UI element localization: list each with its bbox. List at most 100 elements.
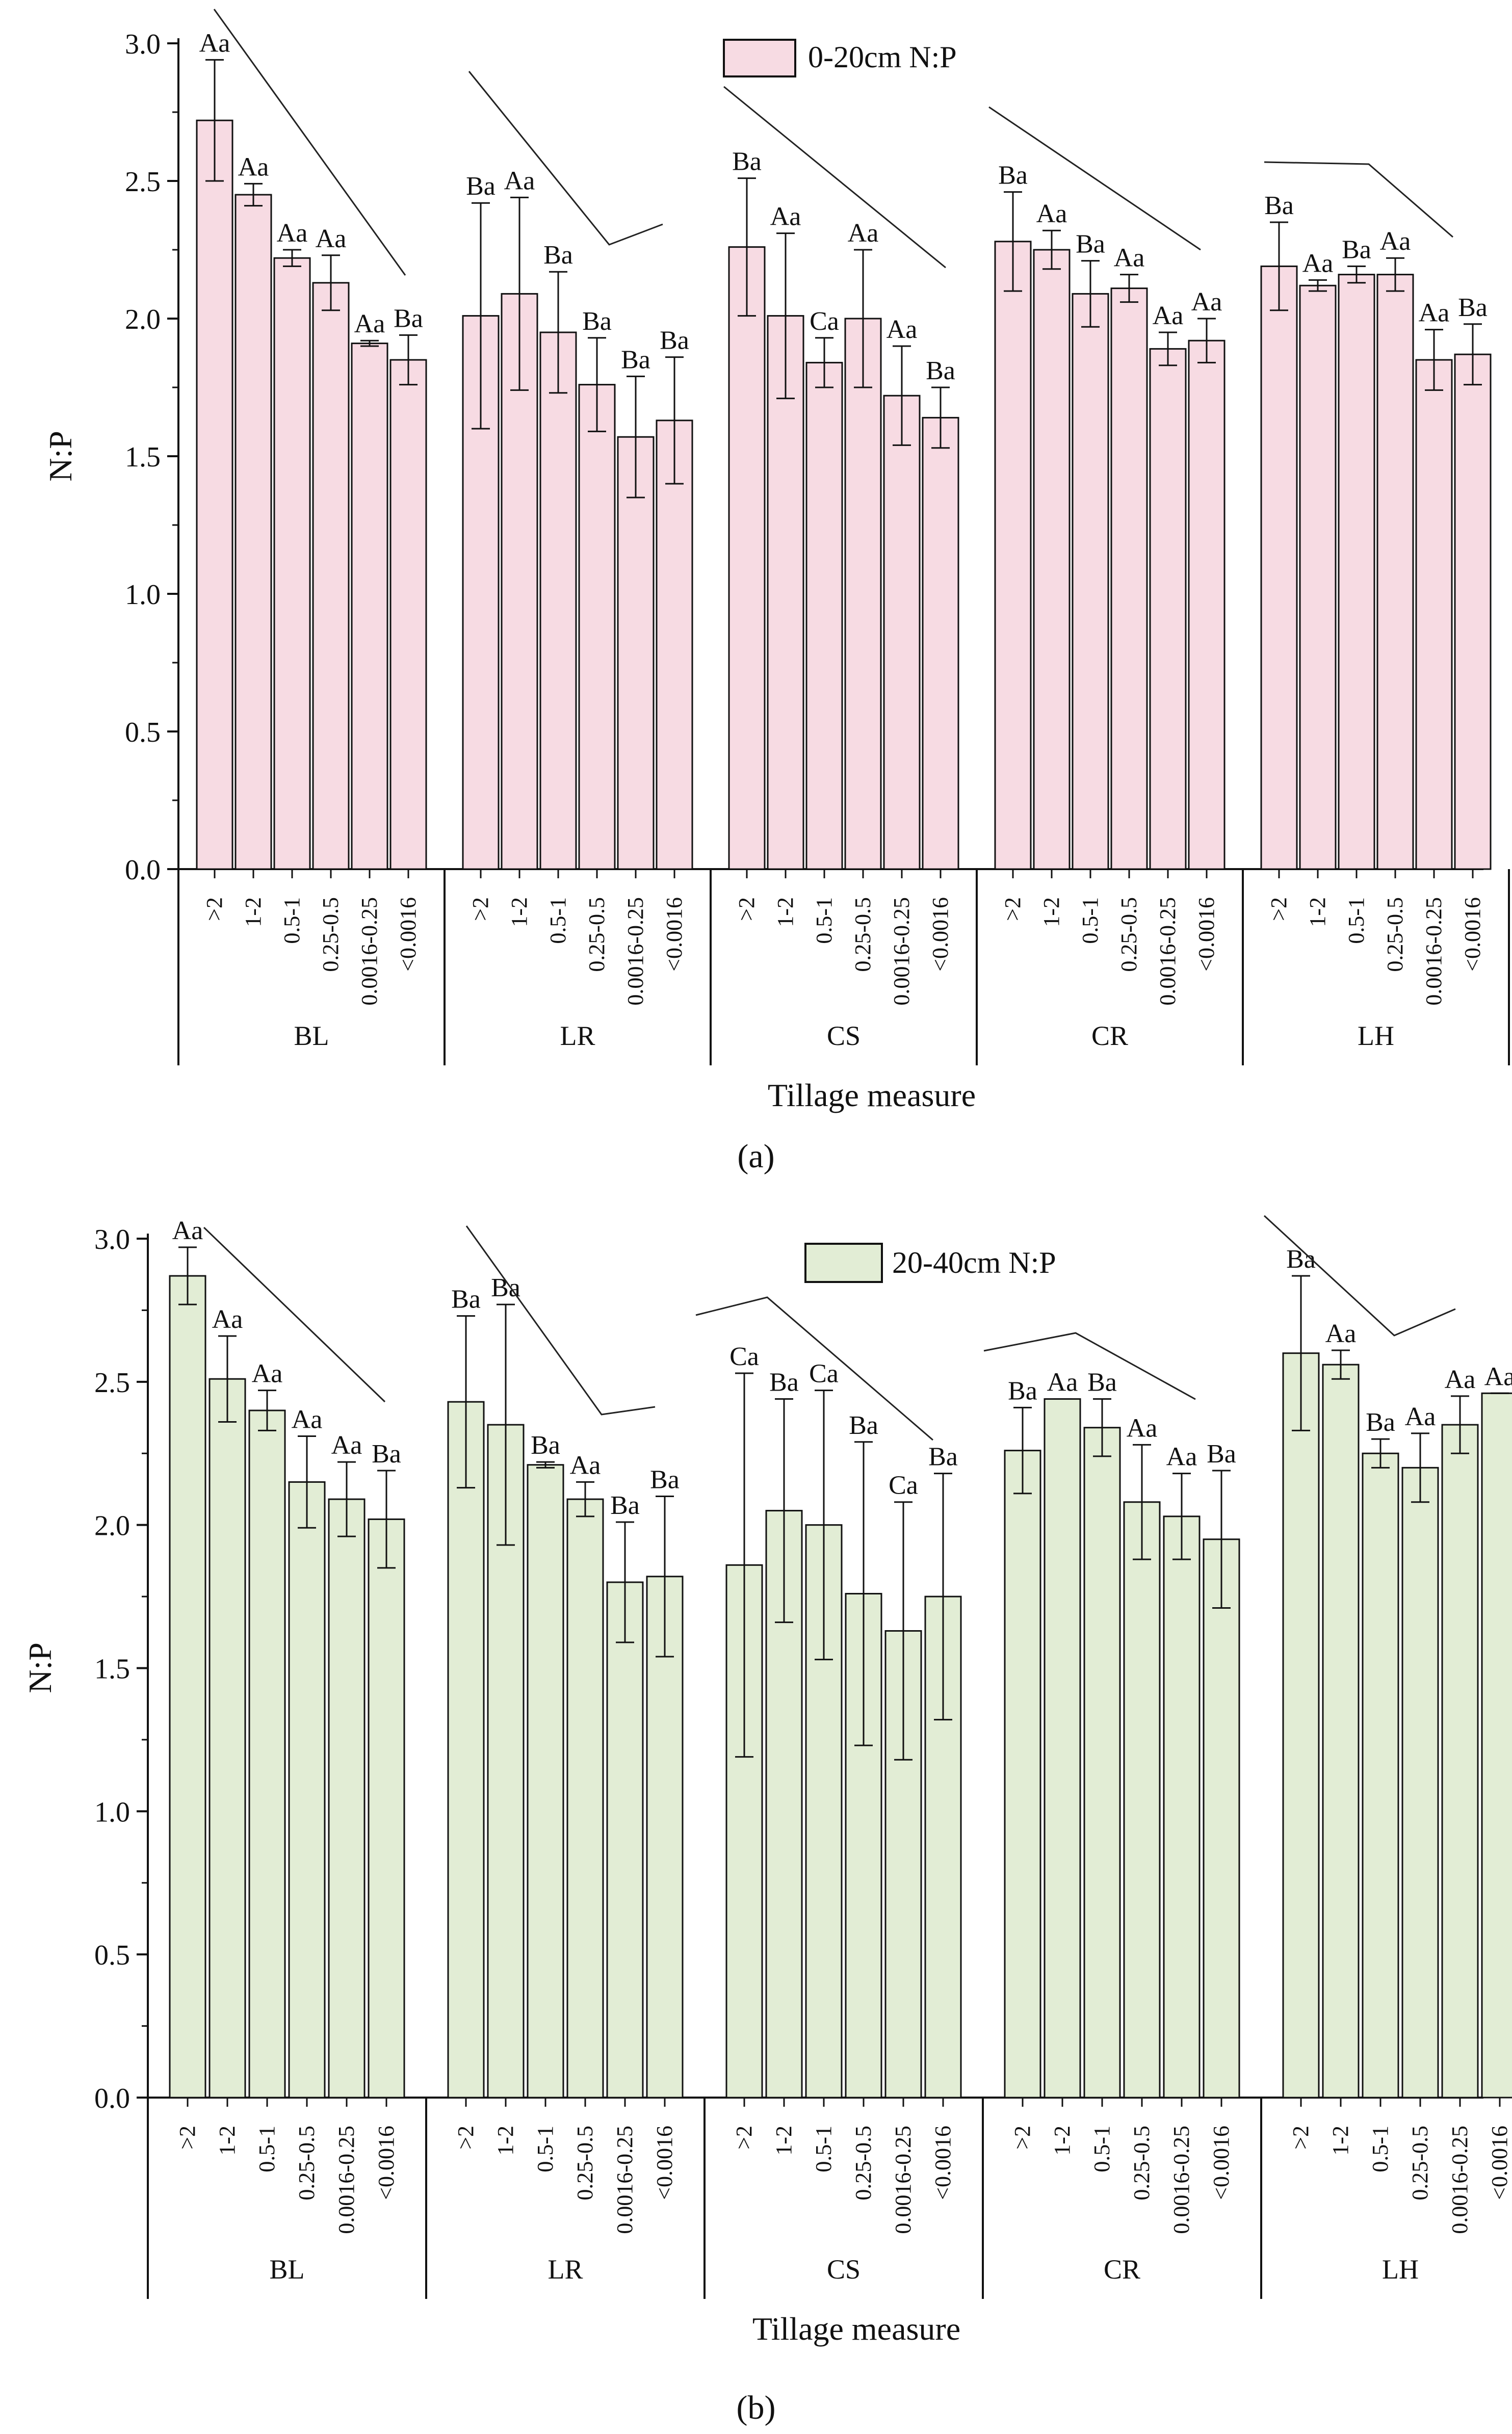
significance-letter: Ba [926,356,955,385]
significance-letter: Ba [998,161,1028,190]
significance-letter: Ba [1008,1376,1037,1405]
category-label: 0.25-0.5 [1407,2126,1432,2201]
bar-cr-1 [1033,249,1071,870]
significance-letter: Aa [1127,1414,1158,1443]
category-label: 0.0016-0.25 [357,897,382,1006]
significance-letter: Ba [394,304,423,333]
significance-letter: Aa [770,202,801,231]
significance-letter: Aa [1484,1362,1512,1391]
bar-lh-4 [1441,1424,1479,2099]
chart-panel-b: 0.0 0.5 1.0 1.5 2.0 2.5 3.0 N:P 20-40cm N:P Aa >2 A… [22,1215,1512,2347]
panel-label-b: (b) [737,2389,776,2426]
bar-lh-3 [1401,1467,1439,2099]
significance-letter: Aa [1445,1365,1476,1394]
group-label: LH [1358,1020,1394,1051]
significance-letter: Ca [809,1359,839,1389]
category-label: 1-2 [1039,897,1064,927]
significance-letter: Aa [277,219,308,248]
bar-lr-0 [447,1401,485,2099]
significance-letter: Aa [292,1405,323,1434]
y-tick-label: 0.5 [94,1940,130,1971]
bar-cs-1 [767,315,804,870]
significance-letter: Ba [531,1431,560,1460]
bar-bl-5 [368,1518,405,2099]
significance-letter: Ba [1342,235,1371,264]
trend-line-lr [465,1225,656,1416]
category-label: >2 [1010,2126,1035,2150]
category-label: >2 [202,897,227,921]
category-label: 0.0016-0.25 [1421,897,1446,1006]
bar-lr-2 [539,331,577,870]
bar-cs-5 [922,416,959,870]
significance-letter: Aa [848,219,879,248]
significance-letter: Ca [729,1342,759,1371]
y-tick-label: 3.0 [125,29,161,60]
y-tick-label: 1.0 [94,1796,130,1828]
significance-letter: Ba [372,1440,401,1469]
category-label: 0.25-0.5 [851,2126,876,2201]
significance-letter: Aa [316,224,347,253]
category-label: 0.25-0.5 [294,2126,319,2201]
legend-swatch [804,1243,883,1283]
category-label: 0.5-1 [545,897,570,944]
bar-cr-0 [994,241,1032,870]
category-label: >2 [468,897,493,921]
significance-letter: Aa [1191,287,1222,317]
category-label: <0.0016 [928,897,953,972]
significance-letter: Aa [1047,1368,1078,1397]
category-label: 0.5-1 [1089,2126,1114,2173]
significance-letter: Ba [650,1465,680,1495]
category-label: 0.0016-0.25 [889,897,914,1006]
category-label: 1-2 [507,897,532,927]
significance-letter: Aa [1380,227,1411,256]
category-label: 0.0016-0.25 [891,2126,916,2234]
category-label: 0.5-1 [812,897,837,944]
bar-cr-4 [1163,1515,1201,2099]
significance-letter: Ba [1458,293,1488,322]
category-label: 0.0016-0.25 [623,897,648,1006]
category-label: 0.25-0.5 [1383,897,1407,972]
y-tick-label: 2.0 [125,304,161,335]
significance-letter: Ba [769,1368,799,1397]
y-tick-label: 1.5 [125,441,161,473]
bar-cr-2 [1083,1427,1121,2099]
significance-letter: Aa [887,315,918,344]
category-label: <0.0016 [1460,897,1485,972]
category-label: 0.25-0.5 [584,897,609,972]
trend-line-cs [723,86,946,269]
bar-lh-0 [1260,265,1298,870]
category-label: >2 [175,2126,200,2150]
significance-letter: Ba [928,1443,958,1472]
trend-line-cr [983,1332,1196,1400]
y-axis-title: N:P [42,431,79,482]
y-tick-label: 1.5 [94,1654,130,1685]
bar-cs-2 [805,361,843,870]
significance-letter: Ba [1087,1368,1117,1397]
bar-lh-5 [1481,1392,1512,2099]
bar-bl-1 [208,1378,246,2099]
category-label: 0.0016-0.25 [1155,897,1180,1006]
bar-bl-1 [234,194,272,870]
significance-letter: Ba [466,172,496,201]
bar-cr-5 [1203,1538,1240,2099]
category-label: <0.0016 [662,897,687,972]
chart-panel-a: 0.0 0.5 1.0 1.5 2.0 2.5 3.0 N:P 0-20cm N:P Aa >2 Aa… [42,9,1510,1113]
significance-letter: Aa [199,29,230,58]
y-tick-label: 2.0 [94,1510,130,1542]
significance-letter: Aa [238,152,269,181]
y-tick-label: 2.5 [94,1367,130,1399]
significance-letter: Aa [570,1451,601,1480]
legend-label: 0-20cm N:P [808,40,957,74]
category-label: >2 [1000,897,1025,921]
category-label: 0.25-0.5 [572,2126,597,2201]
category-label: 1-2 [241,897,266,927]
y-tick-label: 2.5 [125,166,161,198]
significance-letter: Ba [543,241,573,270]
significance-letter: Ba [621,345,650,374]
significance-letter: Ba [1207,1440,1236,1469]
significance-letter: Ba [491,1273,520,1302]
category-label: >2 [1288,2126,1313,2150]
bar-cr-2 [1072,293,1109,870]
significance-letter: Aa [252,1359,283,1389]
